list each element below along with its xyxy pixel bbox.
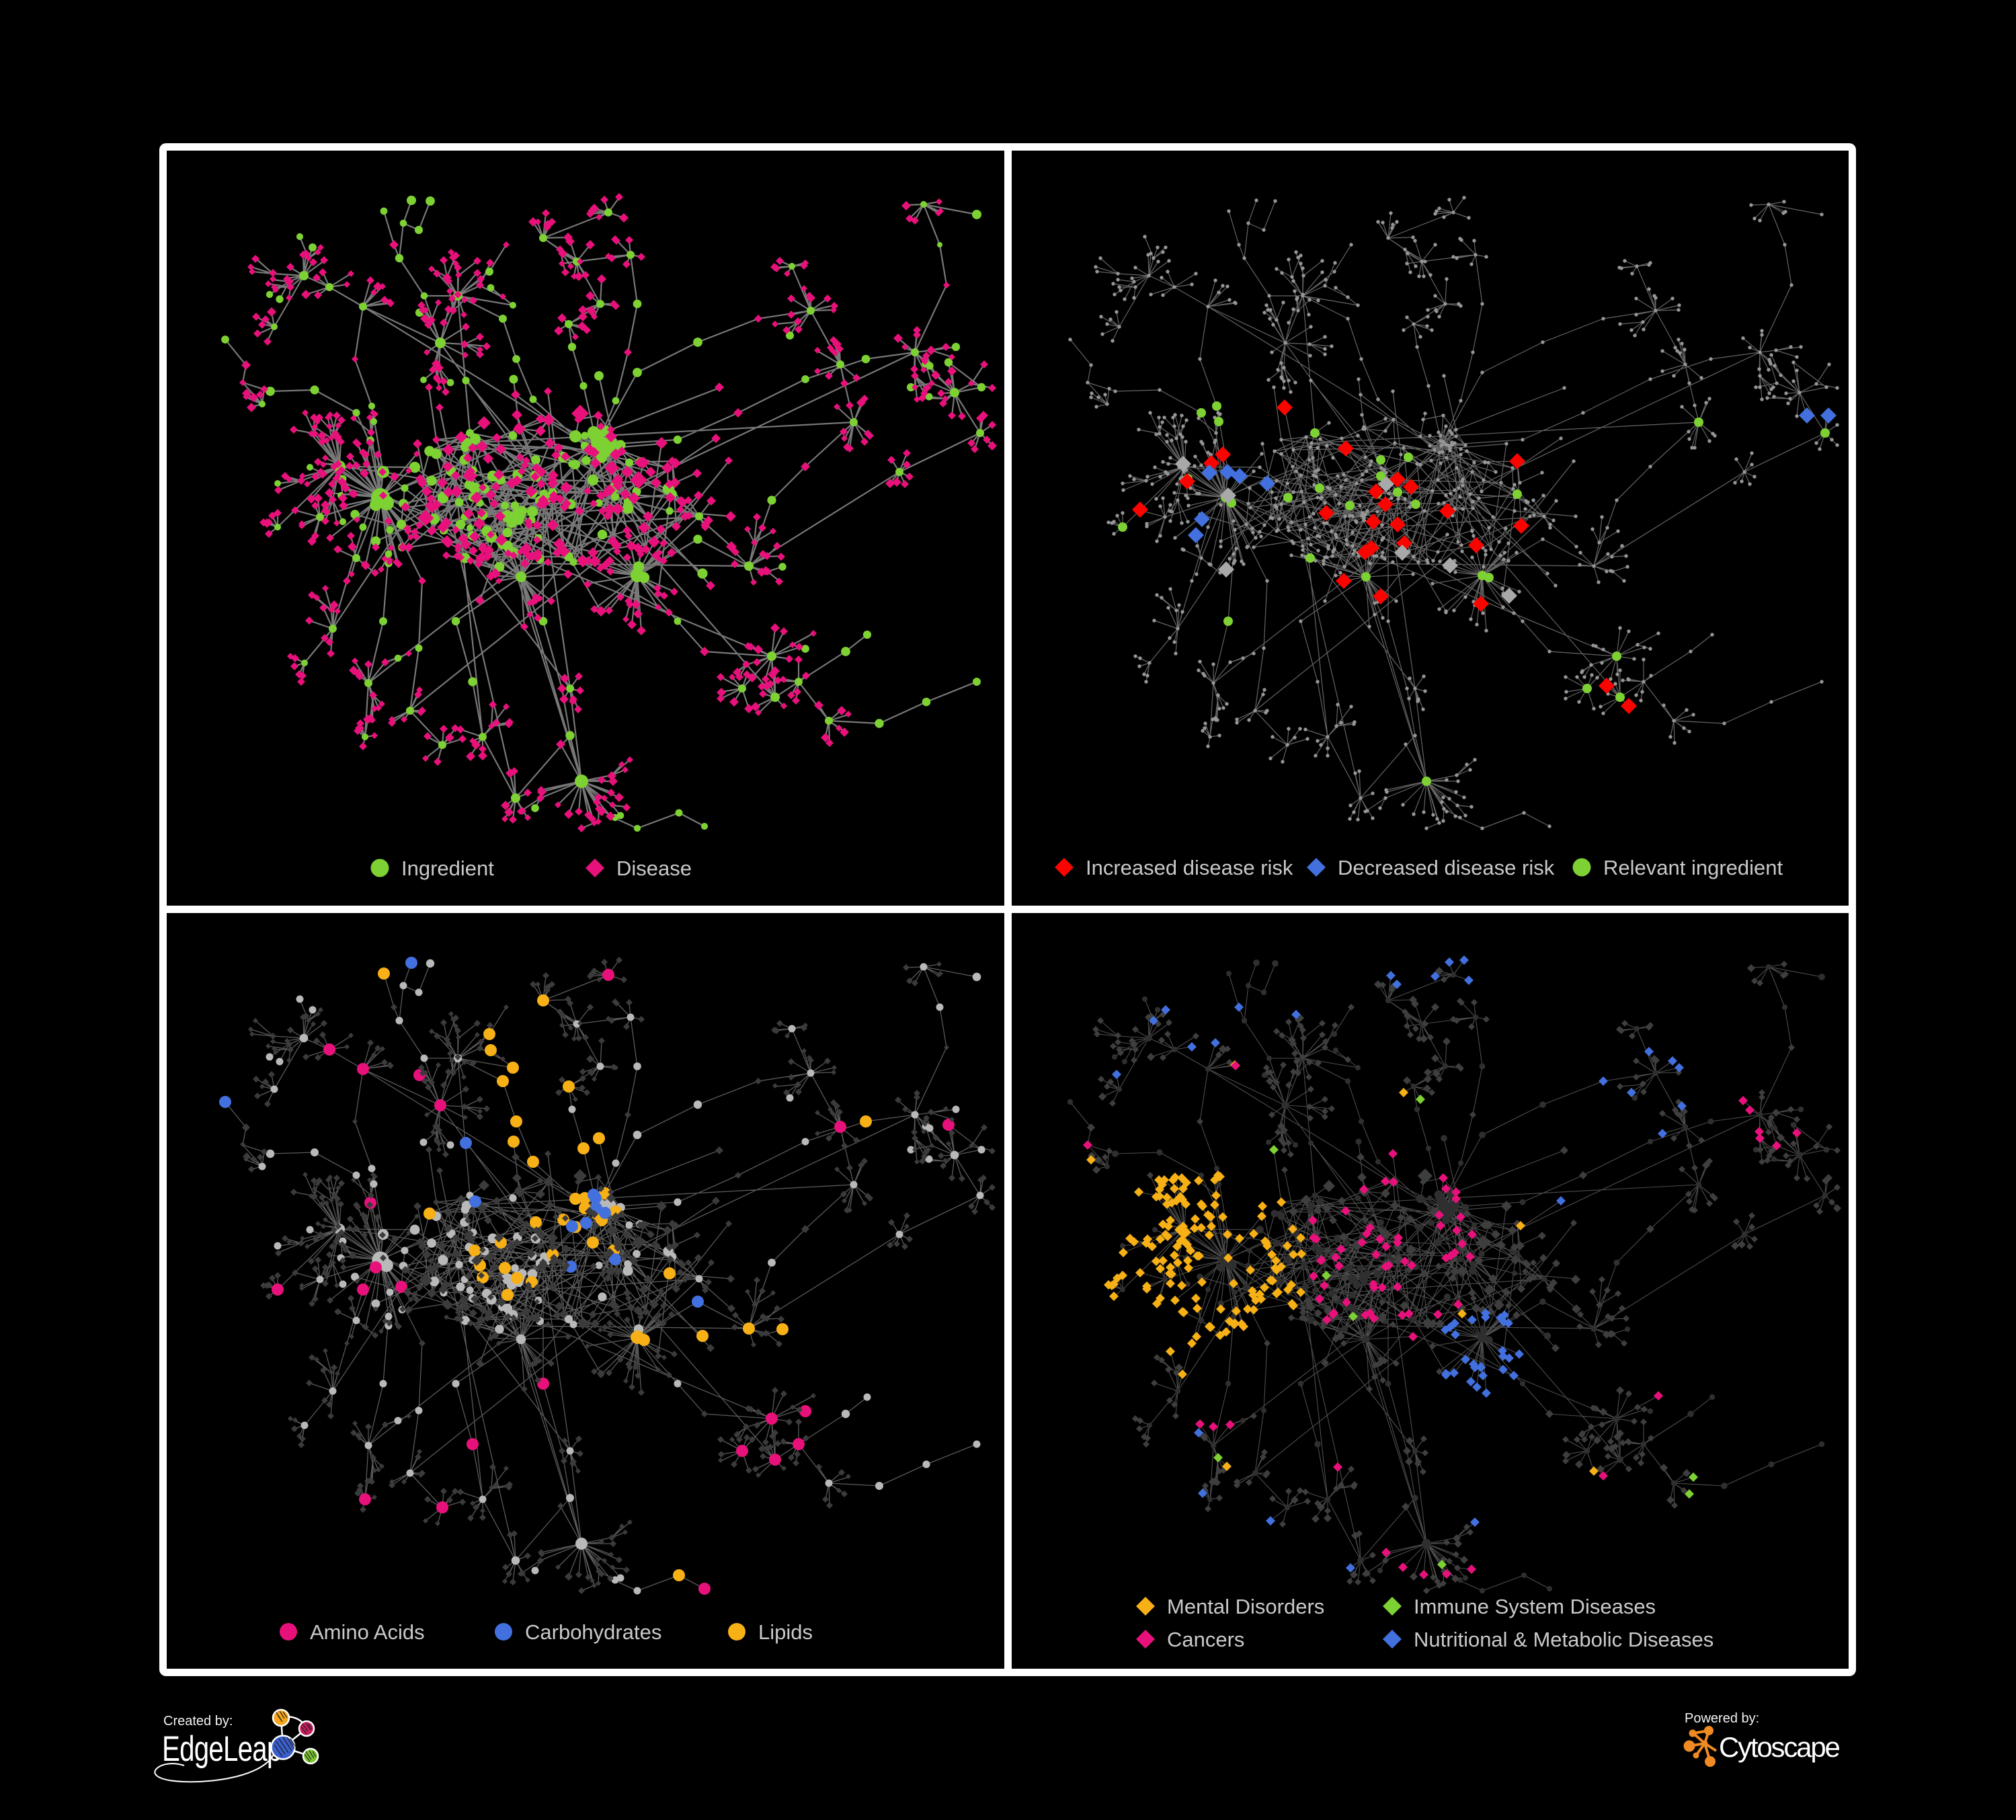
svg-text:Nutritional & Metabolic Diseas: Nutritional & Metabolic Diseases xyxy=(1414,1628,1713,1651)
svg-text:Carbohydrates: Carbohydrates xyxy=(525,1620,661,1644)
svg-text:Cytoscape: Cytoscape xyxy=(1719,1731,1839,1763)
svg-text:Relevant ingredient: Relevant ingredient xyxy=(1603,856,1783,879)
svg-text:Lipids: Lipids xyxy=(758,1620,813,1644)
svg-text:Decreased disease risk: Decreased disease risk xyxy=(1338,856,1555,879)
svg-text:Ingredient: Ingredient xyxy=(401,857,494,880)
svg-text:EdgeLeap: EdgeLeap xyxy=(162,1729,282,1769)
svg-text:Created by:: Created by: xyxy=(163,1714,233,1729)
svg-text:Cancers: Cancers xyxy=(1167,1628,1244,1651)
svg-text:Mental Disorders: Mental Disorders xyxy=(1167,1595,1324,1618)
svg-text:Increased disease risk: Increased disease risk xyxy=(1086,856,1293,879)
svg-text:Immune System Diseases: Immune System Diseases xyxy=(1414,1595,1656,1618)
svg-text:Amino Acids: Amino Acids xyxy=(310,1620,425,1644)
svg-text:Powered by:: Powered by: xyxy=(1685,1711,1759,1726)
svg-text:Disease: Disease xyxy=(616,857,692,880)
